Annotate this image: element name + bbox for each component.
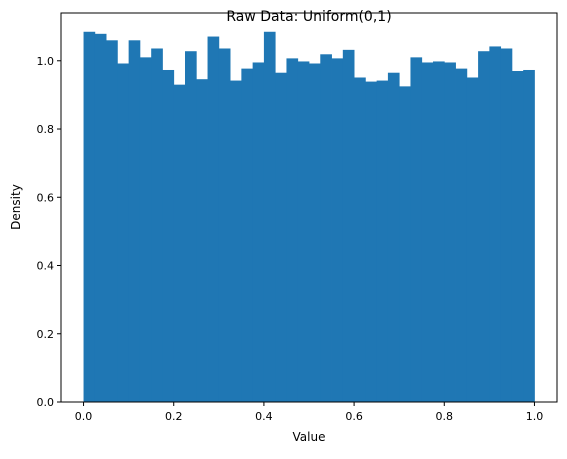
histogram-bar <box>376 80 389 402</box>
histogram-bar <box>106 40 118 402</box>
histogram-bar <box>511 71 524 402</box>
histogram-bar <box>117 63 130 402</box>
x-tick-label: 0.4 <box>255 410 273 423</box>
histogram-bar <box>433 61 445 403</box>
histogram-bar <box>162 69 175 403</box>
y-tick-label: 0.6 <box>37 191 55 204</box>
histogram-bar <box>309 63 321 402</box>
histogram-bar <box>410 57 423 402</box>
x-axis-label: Value <box>293 430 326 444</box>
histogram-bar <box>421 62 434 403</box>
histogram-bar <box>342 49 355 402</box>
y-axis: 0.0 0.2 0.4 0.6 0.8 1.0 <box>37 55 61 409</box>
histogram-bar <box>185 51 197 403</box>
histogram-bar <box>241 68 254 402</box>
histogram-bar <box>444 62 456 403</box>
histogram-bar <box>218 48 231 402</box>
y-tick-label: 0.0 <box>37 396 55 409</box>
histogram-bar <box>275 72 287 403</box>
histogram-bar <box>196 79 208 402</box>
histogram-bar <box>523 69 535 403</box>
x-tick-label: 0.2 <box>165 410 183 423</box>
histogram-bar <box>331 58 344 403</box>
histogram-bar <box>173 84 186 402</box>
histogram-bar <box>230 80 242 402</box>
histogram-bars <box>83 31 535 403</box>
chart-title: Raw Data: Uniform(0,1) <box>226 9 391 25</box>
histogram-bar <box>320 54 332 402</box>
histogram-bar <box>455 68 468 402</box>
histogram-bar <box>500 48 513 402</box>
histogram-bar <box>466 77 479 403</box>
y-tick-label: 1.0 <box>37 55 55 68</box>
histogram-bar <box>139 57 152 402</box>
x-tick-label: 0.6 <box>345 410 363 423</box>
histogram-bar <box>252 62 265 403</box>
y-tick-label: 0.8 <box>37 123 55 136</box>
x-axis: 0.0 0.2 0.4 0.6 0.8 1.0 <box>75 402 543 423</box>
x-tick-label: 0.0 <box>75 410 93 423</box>
histogram-bar <box>263 31 276 402</box>
histogram-bar <box>478 51 490 403</box>
histogram-bar <box>399 86 411 402</box>
histogram-bar <box>365 81 378 402</box>
x-tick-label: 1.0 <box>526 410 544 423</box>
histogram-bar <box>207 36 220 402</box>
histogram-bar <box>297 61 310 403</box>
y-axis-label: Density <box>9 184 23 230</box>
histogram-bar <box>286 58 299 403</box>
histogram-bar <box>94 33 107 402</box>
histogram-bar <box>489 46 502 403</box>
histogram-bar <box>128 40 141 402</box>
plot-area-frame <box>60 12 558 403</box>
x-tick-label: 0.8 <box>436 410 454 423</box>
histogram-bar <box>387 72 400 403</box>
y-tick-label: 0.2 <box>37 328 55 341</box>
histogram-bar <box>354 77 366 403</box>
y-tick-label: 0.4 <box>37 260 55 273</box>
histogram-bar <box>151 48 163 402</box>
histogram-bar <box>83 31 96 402</box>
